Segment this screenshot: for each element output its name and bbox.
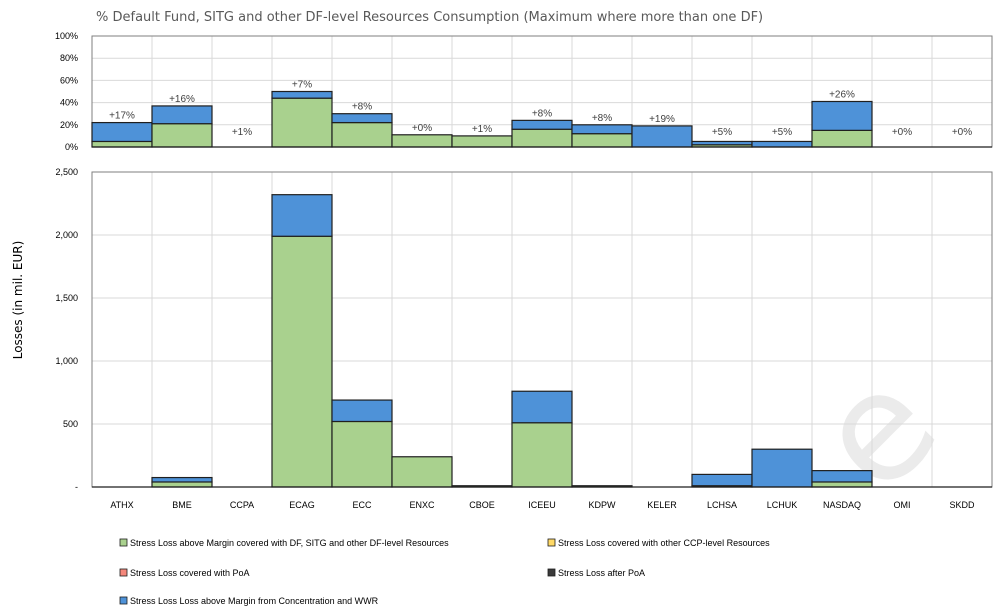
legend-item-label: Stress Loss Loss above Margin from Conce… (130, 596, 379, 606)
top-bar-keler-series1 (631, 125, 693, 148)
top-bars (91, 90, 992, 148)
category-label-lchsa: LCHSA (707, 500, 737, 510)
bottom-bar-nasdaq-series0 (811, 481, 873, 488)
top-bar-labels: +17% +16% +1% +7% +8% +0% +1% +8% +8% +19% +5% +5% +… (109, 80, 972, 139)
top-bar-ecc-series1 (331, 113, 393, 124)
top-bar-athx-series0 (91, 140, 153, 148)
category-label-ecag: ECAG (289, 500, 315, 510)
legend-swatch (547, 538, 556, 547)
category-label-ecc: ECC (352, 500, 372, 510)
legend-swatch (547, 568, 556, 577)
category-label-bme: BME (172, 500, 192, 510)
bottom-bar-ecc-series0 (331, 420, 393, 488)
bottom-bar-nasdaq-series1 (811, 470, 873, 483)
top-bar-kdpw-series0 (571, 133, 633, 148)
top-y-tick-label: 100% (55, 31, 78, 41)
bottom-y-tick-label: 500 (63, 419, 78, 429)
top-bar-label: +19% (649, 114, 675, 125)
bottom-bar-iceeu-series0 (511, 422, 573, 488)
top-y-tick-label: 60% (60, 75, 78, 85)
bottom-bar-iceeu-series1 (511, 390, 573, 424)
top-bar-ecc-series0 (331, 121, 393, 148)
top-bar-label: +26% (829, 89, 855, 100)
category-label-nasdaq: NASDAQ (823, 500, 861, 510)
top-y-tick-label: 20% (60, 120, 78, 130)
bottom-bar-bme-series1 (151, 476, 213, 483)
top-y-tick-label: 0% (65, 142, 78, 152)
category-label-keler: KELER (647, 500, 677, 510)
category-label-enxc: ENXC (409, 500, 435, 510)
top-bar-bme-series1 (151, 105, 213, 125)
top-bar-label: +1% (232, 127, 252, 138)
top-bar-label: +5% (772, 127, 792, 138)
bottom-y-tick-label: - (75, 482, 78, 492)
bottom-y-tick-label: 1,500 (55, 293, 78, 303)
category-label-iceeu: ICEEU (528, 500, 556, 510)
bottom-losses-chart: - 500 1,000 1,500 2,000 2,500 ATHX BME CCPA ECAG… (55, 167, 993, 510)
bottom-y-tick-label: 1,000 (55, 356, 78, 366)
legend-swatch (119, 568, 128, 577)
legend: Stress Loss above Margin covered with DF… (119, 538, 770, 606)
top-bar-label: +17% (109, 111, 135, 122)
bottom-y-tick-label: 2,000 (55, 230, 78, 240)
top-bar-label: +1% (472, 124, 492, 135)
y-axis-label: Losses (in mil. EUR) (11, 241, 25, 360)
legend-swatch (119, 596, 128, 605)
category-label-omi: OMI (894, 500, 911, 510)
top-bar-bme-series0 (151, 123, 213, 148)
bottom-bar-lchuk-series1 (751, 448, 813, 488)
top-y-tick-label: 40% (60, 98, 78, 108)
category-label-ccpa: CCPA (230, 500, 254, 510)
top-bar-label: +8% (532, 108, 552, 119)
top-bar-ecag-series0 (271, 97, 333, 148)
top-bar-lchuk-series1 (751, 140, 813, 148)
legend-swatch (119, 538, 128, 547)
legend-item-label: Stress Loss covered with PoA (130, 568, 250, 578)
top-y-axis: 0% 20% 40% 60% 80% 100% (55, 31, 78, 152)
category-label-athx: ATHX (110, 500, 133, 510)
top-bar-kdpw-series1 (571, 124, 633, 135)
top-bar-nasdaq-series1 (811, 100, 873, 131)
category-label-kdpw: KDPW (589, 500, 617, 510)
bottom-y-tick-label: 2,500 (55, 167, 78, 177)
legend-item-label: Stress Loss above Margin covered with DF… (130, 538, 449, 548)
legend-item-label: Stress Loss after PoA (558, 568, 645, 578)
category-label-cboe: CBOE (469, 500, 495, 510)
bottom-bar-enxc-series0 (391, 456, 453, 488)
bottom-bar-bme-series0 (151, 481, 213, 488)
top-bar-cboe-series0 (451, 135, 513, 148)
top-bar-label: +8% (592, 113, 612, 124)
top-bar-nasdaq-series0 (811, 129, 873, 148)
top-bar-athx-series1 (91, 121, 153, 143)
bottom-y-axis: - 500 1,000 1,500 2,000 2,500 (55, 167, 78, 492)
legend-item-label: Stress Loss covered with other CCP-level… (558, 538, 770, 548)
chart-title: % Default Fund, SITG and other DF-level … (96, 10, 763, 25)
top-bar-iceeu-series1 (511, 119, 573, 130)
bottom-bars (92, 194, 992, 488)
bottom-bar-ecc-series1 (331, 399, 393, 423)
top-bar-label: +0% (412, 123, 432, 134)
top-bar-label: +5% (712, 127, 732, 138)
top-percentage-chart: 0%20%40%60%80%100% +17%+16%+1%+7%+8%+0% +… (55, 31, 993, 152)
bottom-bar-lchsa-series1 (691, 473, 753, 487)
top-bar-label: +8% (352, 102, 372, 113)
x-axis-categories: ATHX BME CCPA ECAG ECC ENXC CBOE ICEEU KDPW KELER… (110, 500, 975, 510)
top-bar-label: +0% (892, 127, 912, 138)
bottom-bar-ecag-series0 (271, 235, 333, 488)
top-y-tick-label: 80% (60, 53, 78, 63)
bottom-bar-ecag-series1 (271, 194, 333, 237)
top-bar-label: +0% (952, 127, 972, 138)
category-label-skdd: SKDD (949, 500, 975, 510)
category-label-lchuk: LCHUK (767, 500, 798, 510)
watermark-logo: e (782, 337, 970, 525)
top-bar-enxc-series0 (391, 134, 453, 148)
top-bar-iceeu-series0 (511, 128, 573, 148)
top-bar-label: +16% (169, 94, 195, 105)
top-bar-lchsa-series1 (691, 140, 753, 146)
top-bar-label: +7% (292, 80, 312, 91)
top-bar-ecag-series1 (271, 90, 333, 99)
